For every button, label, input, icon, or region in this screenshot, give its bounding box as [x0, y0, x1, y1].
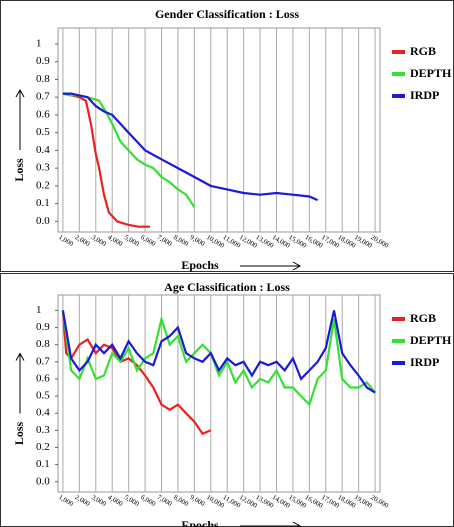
x-tick-label: 20,000	[369, 493, 390, 510]
arrow	[15, 352, 25, 414]
legend-label: IRDP	[410, 355, 439, 369]
x-tick-label: 5,000	[123, 493, 141, 508]
arrow	[240, 521, 302, 527]
legend-label: RGB	[410, 311, 436, 325]
x-tick-label: 1,000	[57, 233, 75, 248]
y-tick-label: 0.1	[36, 458, 50, 470]
y-tick-label: 0.4	[36, 144, 50, 156]
legend-label: RGB	[410, 44, 436, 58]
plot-frame	[57, 27, 381, 233]
x-tick-label: 2,000	[74, 233, 92, 248]
y-tick-label: 0.8	[36, 338, 50, 350]
chart-title: Gender Classification : Loss	[155, 7, 299, 21]
y-tick-label: 0.8	[36, 73, 50, 85]
x-tick-label: 2,000	[74, 493, 92, 508]
y-tick-label: 0.3	[36, 424, 50, 436]
y-axis-label: Loss	[12, 158, 26, 182]
x-tick-label: 20,000	[369, 233, 390, 250]
series-line	[61, 310, 376, 394]
y-tick-label: 0.4	[36, 407, 50, 419]
x-axis-label: Epochs	[181, 518, 219, 527]
y-tick-label: 0.2	[36, 441, 50, 453]
x-tick-label: 7,000	[156, 493, 174, 508]
y-tick-label: 0.1	[36, 197, 50, 209]
y-tick-label: 0.3	[36, 162, 50, 174]
chart-title: Age Classification : Loss	[164, 280, 290, 294]
x-tick-label: 9,000	[189, 493, 207, 508]
y-tick-label: 0.6	[36, 108, 50, 120]
legend-label: DEPTH	[410, 333, 452, 347]
y-tick-label: 0.5	[36, 390, 50, 402]
x-tick-label: 1,000	[57, 493, 75, 508]
x-tick-label: 4,000	[106, 493, 124, 508]
x-tick-label: 6,000	[139, 233, 157, 248]
y-tick-label: 0.6	[36, 372, 50, 384]
y-tick-label: 0.7	[36, 355, 50, 367]
legend-label: DEPTH	[410, 66, 452, 80]
arrow	[15, 88, 25, 150]
y-tick-label: 0.9	[36, 55, 50, 67]
y-tick-label: 0.2	[36, 179, 50, 191]
series-line	[62, 92, 319, 202]
x-tick-label: 4,000	[106, 233, 124, 248]
x-tick-label: 9,000	[189, 233, 207, 248]
x-tick-label: 5,000	[123, 233, 141, 248]
y-tick-label: 0.0	[36, 475, 50, 487]
y-tick-label: 0.7	[36, 91, 50, 103]
x-tick-label: 8,000	[172, 233, 190, 248]
y-axis-label: Loss	[12, 421, 26, 445]
y-tick-label: 0.5	[36, 126, 50, 138]
legend-label: IRDP	[410, 88, 439, 102]
x-tick-label: 3,000	[90, 493, 108, 508]
plot-frame	[57, 294, 381, 493]
y-tick-label: 0.0	[36, 215, 50, 227]
x-tick-label: 6,000	[139, 493, 157, 508]
x-tick-label: 8,000	[172, 493, 190, 508]
y-tick-label: 1	[36, 304, 42, 316]
x-tick-label: 11,000	[221, 493, 242, 510]
y-tick-label: 1	[36, 37, 42, 49]
x-tick-label: 11,000	[221, 233, 242, 250]
y-tick-label: 0.9	[36, 321, 50, 333]
x-tick-label: 3,000	[90, 233, 108, 248]
arrow	[240, 261, 302, 271]
series-line	[62, 92, 150, 228]
series-line	[61, 310, 376, 407]
x-axis-label: Epochs	[181, 258, 219, 272]
x-tick-label: 7,000	[156, 233, 174, 248]
